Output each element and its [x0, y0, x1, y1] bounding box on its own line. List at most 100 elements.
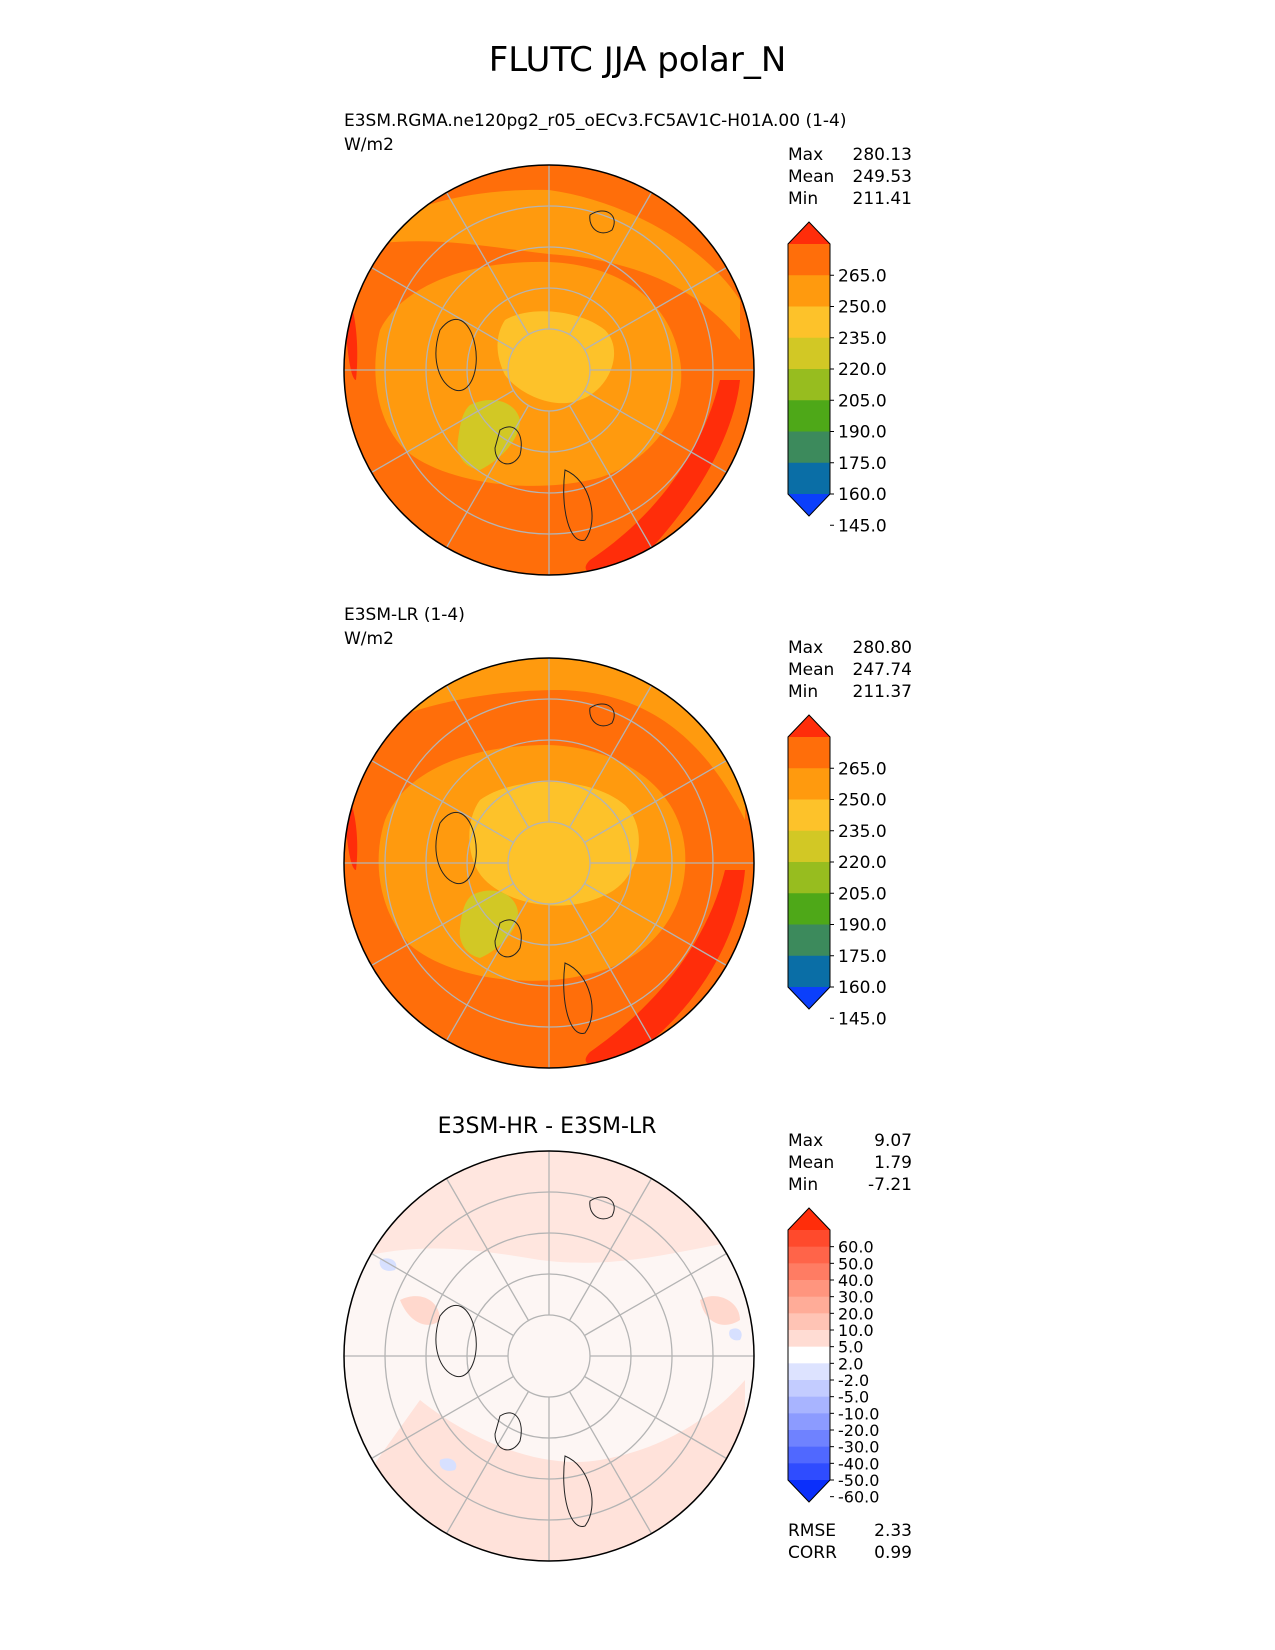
- colorbar-tick-label: 205.0: [838, 884, 887, 904]
- difference-mean-label: Mean: [788, 1153, 835, 1173]
- meridian-150: [568, 898, 655, 1046]
- colorbar-tick-label: 40.0: [838, 1271, 874, 1290]
- colorbar-swatch: [788, 369, 830, 401]
- reference-max-label: Max: [788, 638, 824, 658]
- colorbar-swatch: [788, 1263, 830, 1281]
- reference-field-hot-southeast: [585, 870, 745, 1065]
- rmse-value: 2.33: [874, 1521, 912, 1541]
- colorbar-tick-label: 205.0: [838, 391, 887, 411]
- colorbar-swatch: [788, 1246, 830, 1264]
- colorbar-tick-label: 145.0: [838, 1009, 887, 1029]
- test-max-value: 280.13: [852, 145, 912, 165]
- test-field-greenland: [457, 400, 520, 470]
- difference-title: E3SM-HR - E3SM-LR: [437, 1114, 657, 1139]
- colorbar-tick-label: -5.0: [838, 1388, 869, 1407]
- corr-label: CORR: [788, 1543, 837, 1563]
- colorbar-tick-label: 235.0: [838, 822, 887, 842]
- meridian-330: [443, 680, 530, 828]
- colorbar-tick-label: 235.0: [838, 329, 887, 349]
- meridian-120: [584, 389, 732, 476]
- test-min-label: Min: [788, 189, 819, 209]
- colorbar-swatch: [788, 1446, 830, 1464]
- colorbar-swatch: [788, 1430, 830, 1448]
- colorbar-swatch: [788, 244, 830, 276]
- colorbar-tick-label: 265.0: [838, 759, 887, 779]
- colorbar-swatch: [788, 1346, 830, 1364]
- colorbar-tick-label: 250.0: [838, 298, 887, 318]
- test-min-value: 211.41: [852, 189, 912, 209]
- reference-graticule: [344, 658, 754, 1068]
- colorbar-swatch: [788, 955, 830, 988]
- colorbar-tick-label: -50.0: [838, 1471, 879, 1490]
- meridian-210: [443, 405, 530, 553]
- test-map: [343, 164, 755, 576]
- colorbar-swatch: [788, 1363, 830, 1381]
- difference-coastlines: [435, 1196, 615, 1527]
- colorbar-swatch: [788, 1413, 830, 1431]
- colorbar-tick-label: 10.0: [838, 1321, 874, 1340]
- colorbar-tick-label: -30.0: [838, 1438, 879, 1457]
- colorbar-swatch: [788, 1280, 830, 1298]
- test-colorbar: 265.0 250.0 235.0 220.0 205.0 190.0 175.0 160.0…: [787, 221, 887, 536]
- test-field-core: [497, 311, 615, 404]
- reference-max-value: 280.80: [852, 638, 912, 658]
- difference-max-label: Max: [788, 1131, 824, 1151]
- colorbar-tick-label: 265.0: [838, 266, 887, 286]
- colorbar-swatch: [788, 1380, 830, 1398]
- colorbar-tick-label: 5.0: [838, 1338, 863, 1357]
- reference-mean-label: Mean: [788, 660, 835, 680]
- reference-units: W/m2: [344, 629, 394, 649]
- reference-min-value: 211.37: [852, 682, 912, 702]
- colorbar-swatch: [788, 893, 830, 925]
- reference-map: [343, 657, 755, 1069]
- test-graticule: [344, 165, 754, 575]
- meridian-120: [584, 882, 732, 969]
- colorbar-tick-label: 175.0: [838, 454, 887, 474]
- reference-map-border: [343, 657, 755, 1069]
- reference-label: E3SM-LR (1-4): [344, 605, 465, 625]
- meridian-30: [568, 187, 655, 335]
- reference-coastlines: [435, 703, 615, 1034]
- meridian-330: [443, 1173, 530, 1321]
- colorbar-extend-max: [788, 715, 830, 737]
- colorbar-tick-label: 20.0: [838, 1304, 874, 1323]
- meridian-60: [584, 757, 732, 844]
- meridian-240: [366, 389, 514, 476]
- colorbar-tick-label: -60.0: [838, 1488, 879, 1507]
- test-max-label: Max: [788, 145, 824, 165]
- colorbar-tick-label: 50.0: [838, 1254, 874, 1273]
- colorbar-tick-label: -10.0: [838, 1404, 879, 1423]
- reference-colorbar: 265.0 250.0 235.0 220.0 205.0 190.0 175.0 160.0…: [787, 714, 887, 1029]
- colorbar-swatch: [788, 1313, 830, 1331]
- colorbar-swatch: [788, 768, 830, 800]
- figure-title: FLUTC JJA polar_N: [488, 40, 787, 80]
- colorbar-swatch: [788, 431, 830, 464]
- meridian-300: [366, 757, 514, 844]
- test-mean-value: 249.53: [852, 167, 912, 187]
- colorbar-tick-label: 190.0: [838, 423, 887, 443]
- colorbar-swatch: [788, 1396, 830, 1414]
- colorbar-tick-label: -40.0: [838, 1454, 879, 1473]
- difference-min-label: Min: [788, 1175, 819, 1195]
- meridian-150: [568, 1391, 655, 1539]
- meridian-120: [584, 1375, 732, 1462]
- colorbar-tick-label: 190.0: [838, 916, 887, 936]
- difference-field-north: [350, 1151, 745, 1263]
- meridian-150: [568, 405, 655, 553]
- reference-mean-value: 247.74: [852, 660, 912, 680]
- difference-min-value: -7.21: [868, 1175, 912, 1195]
- difference-map-border: [343, 1150, 755, 1562]
- meridian-240: [366, 1375, 514, 1462]
- colorbar-extend-min: [788, 1480, 830, 1502]
- difference-field-south: [370, 1380, 745, 1561]
- colorbar-tick-label: 30.0: [838, 1288, 874, 1307]
- colorbar-tick-label: 2.0: [838, 1354, 863, 1373]
- meridian-60: [584, 264, 732, 351]
- colorbar-swatch: [788, 337, 830, 370]
- difference-map: [343, 1150, 755, 1562]
- test-field-band-north: [344, 189, 740, 340]
- test-units: W/m2: [344, 135, 394, 155]
- colorbar-tick-label: 60.0: [838, 1238, 874, 1257]
- colorbar-tick-label: 250.0: [838, 791, 887, 811]
- rmse-label: RMSE: [788, 1521, 837, 1541]
